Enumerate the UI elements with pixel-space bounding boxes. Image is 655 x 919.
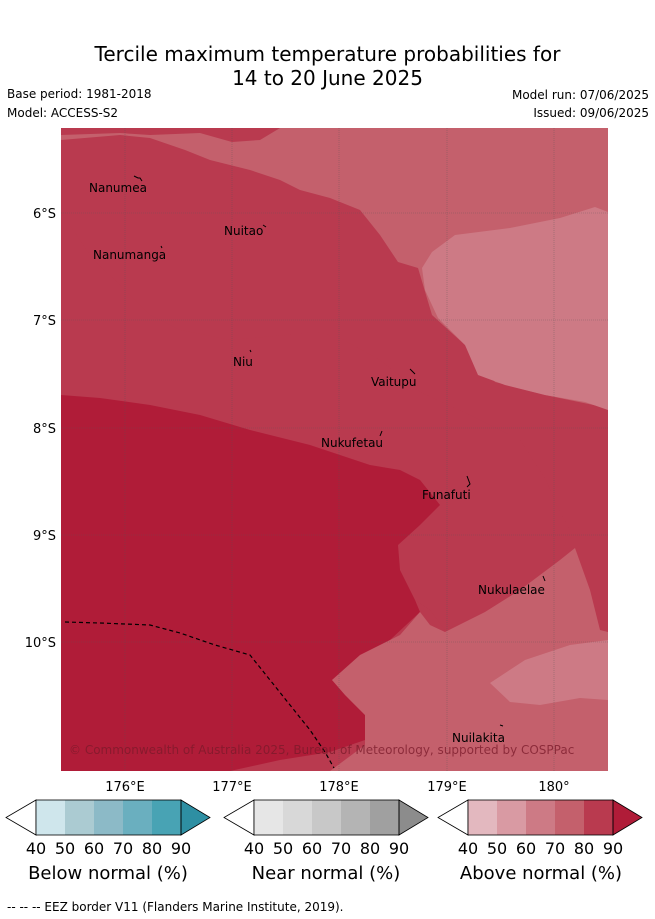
probability-band-60-lower (490, 640, 608, 705)
colorbar-below-segment (94, 800, 123, 835)
lat-label-9s: 9°S (33, 529, 56, 544)
lon-label-180: 180° (538, 780, 569, 795)
colorbar-below-segment (123, 800, 152, 835)
colorbar-near-segment (341, 800, 370, 835)
colorbar-above-segment (468, 800, 497, 835)
place-label-nuitao: Nuitao (224, 224, 263, 238)
base-period: Base period: 1981-2018 (7, 87, 152, 101)
colorbar-below-tick: 70 (113, 839, 133, 858)
place-label-nanumanga: Nanumanga (93, 248, 166, 262)
lon-label-176e: 176°E (105, 780, 145, 795)
colorbar-near-tick: 60 (302, 839, 322, 858)
place-label-nanumea: Nanumea (89, 181, 147, 195)
colorbar-above-tick: 70 (545, 839, 565, 858)
probability-band-60 (422, 207, 608, 410)
model-run: Model run: 07/06/2025 (511, 88, 649, 102)
place-label-nukufetau: Nukufetau (321, 436, 383, 450)
colorbar-below-low-extend (5, 799, 37, 836)
place-label-funafuti: Funafuti (422, 488, 471, 502)
issued-date: Issued: 09/06/2025 (533, 106, 649, 120)
probability-band-70-lower (330, 548, 608, 771)
probability-band-90 (61, 395, 440, 771)
colorbar-group: 40 50 60 70 80 90 40 50 60 70 80 90 40 50 60 70 80 90 (5, 799, 643, 858)
colorbar-above-segment (584, 800, 613, 835)
colorbar-label-below: Below normal (%) (28, 863, 188, 884)
map-title-line-1: Tercile maximum temperature probabilitie… (94, 42, 561, 66)
colorbar-near-segment (283, 800, 312, 835)
colorbar-below-outline (35, 799, 182, 836)
colorbar-below-segment (36, 800, 65, 835)
colorbar-label-above: Above normal (%) (459, 863, 623, 884)
lon-label-179e: 179°E (427, 780, 467, 795)
colorbar-below-tick: 90 (171, 839, 191, 858)
lon-label-178e: 178°E (319, 780, 359, 795)
eez-legend: -- -- -- EEZ border V11 (Flanders Marine… (7, 900, 344, 914)
colorbar-below-tick: 60 (84, 839, 104, 858)
colorbar-below-tick: 80 (142, 839, 162, 858)
probability-band-80-top (61, 128, 280, 142)
colorbar-above-segment (526, 800, 555, 835)
colorbar-near-low-extend (223, 799, 255, 836)
island-outlines (133, 175, 546, 727)
copyright-notice: © Commonwealth of Australia 2025, Bureau… (69, 743, 574, 757)
colorbar-near-tick: 50 (273, 839, 293, 858)
colorbar-near-tick: 40 (244, 839, 264, 858)
colorbar-near-tick: 90 (389, 839, 409, 858)
colorbar-above-high-extend (612, 799, 643, 836)
colorbar-above-tick: 60 (516, 839, 536, 858)
colorbar-below-high-extend (180, 799, 211, 836)
colorbar-near-outline (253, 799, 400, 836)
probability-band-80-mid (61, 212, 570, 630)
lat-label-8s: 8°S (33, 422, 56, 437)
colorbar-above-segment (555, 800, 584, 835)
colorbar-above-tick: 50 (487, 839, 507, 858)
map-title-line-2: 14 to 20 June 2025 (232, 66, 423, 90)
colorbar-above-tick: 40 (458, 839, 478, 858)
colorbar-above-tick: 90 (603, 839, 623, 858)
colorbar-below-segment (152, 800, 181, 835)
colorbar-near-segment (370, 800, 399, 835)
colorbar-above-tick: 80 (574, 839, 594, 858)
place-label-niu: Niu (233, 355, 253, 369)
colorbar-near-segment (254, 800, 283, 835)
eez-border (64, 621, 335, 769)
colorbar-above-low-extend (437, 799, 469, 836)
colorbar-near-tick: 80 (360, 839, 380, 858)
colorbar-above-outline (467, 799, 614, 836)
place-label-vaitupu: Vaitupu (371, 375, 417, 389)
lat-label-7s: 7°S (33, 314, 56, 329)
colorbar-label-near: Near normal (%) (251, 863, 401, 884)
place-label-nukulaelae: Nukulaelae (478, 583, 545, 597)
colorbar-below-segment (65, 800, 94, 835)
lat-label-6s: 6°S (33, 207, 56, 222)
colorbar-near-high-extend (398, 799, 429, 836)
lon-label-177e: 177°E (212, 780, 252, 795)
colorbar-near-tick: 70 (331, 839, 351, 858)
lat-label-10s: 10°S (25, 636, 56, 651)
colorbar-above-segment (497, 800, 526, 835)
colorbar-below-tick: 50 (55, 839, 75, 858)
model-name: Model: ACCESS-S2 (7, 106, 119, 120)
colorbar-near-segment (312, 800, 341, 835)
colorbar-below-tick: 40 (26, 839, 46, 858)
place-label-nuilakita: Nuilakita (452, 731, 505, 745)
